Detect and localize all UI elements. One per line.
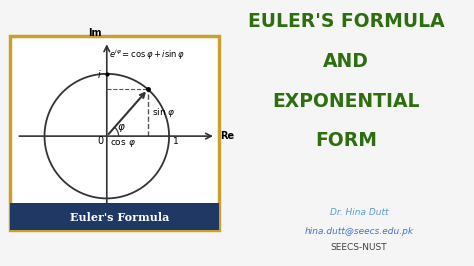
Text: $\cos\,\varphi$: $\cos\,\varphi$ — [110, 138, 136, 149]
Text: $e^{i\varphi}=\cos\varphi + i\sin\varphi$: $e^{i\varphi}=\cos\varphi + i\sin\varphi… — [109, 48, 184, 62]
Text: hina.dutt@seecs.edu.pk: hina.dutt@seecs.edu.pk — [304, 227, 413, 236]
Bar — [10, 203, 219, 230]
Text: Dr. Hina Dutt: Dr. Hina Dutt — [329, 208, 388, 217]
Text: EXPONENTIAL: EXPONENTIAL — [272, 92, 420, 111]
Text: EULER'S FORMULA: EULER'S FORMULA — [248, 12, 444, 31]
Text: Euler's Formula: Euler's Formula — [70, 211, 169, 223]
Text: Re: Re — [220, 131, 234, 141]
Text: $0$: $0$ — [97, 134, 104, 146]
Text: SEECS-NUST: SEECS-NUST — [330, 243, 387, 252]
Text: Im: Im — [88, 28, 102, 38]
Text: $\varphi$: $\varphi$ — [118, 122, 126, 134]
Text: $\sin\,\varphi$: $\sin\,\varphi$ — [152, 106, 176, 119]
Text: $1$: $1$ — [172, 135, 179, 146]
Text: AND: AND — [323, 52, 369, 71]
Text: $i$: $i$ — [97, 68, 102, 80]
Text: FORM: FORM — [315, 131, 377, 151]
